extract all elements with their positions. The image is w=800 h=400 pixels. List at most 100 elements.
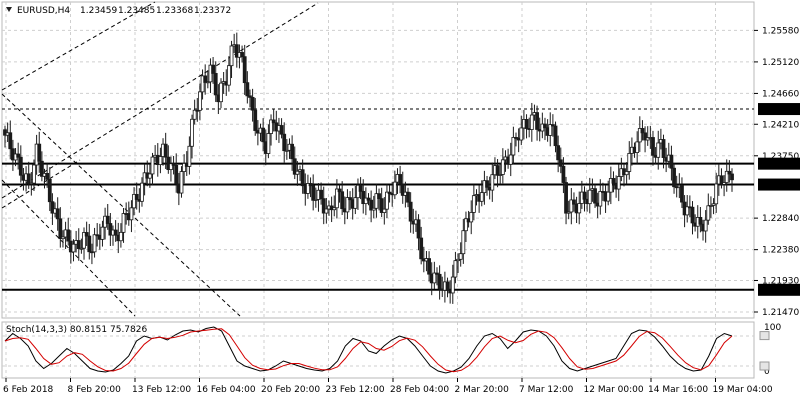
candle-body: [490, 174, 495, 191]
candle-body: [593, 188, 597, 204]
candle-body: [456, 258, 460, 262]
candle-body: [582, 191, 587, 200]
time-tick-label: 2 Mar 20:00: [455, 385, 510, 395]
candle-body: [656, 142, 661, 158]
candle-body: [100, 226, 105, 240]
candle-body: [71, 243, 76, 253]
descending-line-1: [1, 93, 241, 317]
candle-body: [730, 173, 734, 181]
candle-body: [248, 95, 252, 98]
candle-body: [651, 137, 655, 156]
candle-body: [18, 156, 23, 176]
candle-body: [564, 182, 568, 214]
stochastic-main-line: [4, 326, 733, 374]
price-tick-label: 1.21930: [762, 276, 799, 286]
low-value: 1.23368: [156, 6, 193, 16]
candle-body: [377, 193, 381, 200]
stoch-lower-marker: [759, 361, 770, 371]
candle-body: [511, 137, 516, 156]
candle-body: [163, 143, 168, 158]
candle-body: [226, 65, 231, 86]
candle-body: [26, 173, 31, 184]
candle-body: [643, 132, 647, 141]
candle-body: [703, 219, 708, 232]
candle-body: [461, 230, 466, 255]
candle-body: [82, 232, 86, 249]
candle-body: [313, 199, 318, 201]
candle-body: [637, 128, 642, 143]
candle-body: [556, 145, 561, 161]
stochastic-label: Stoch(14,3,3) 80.8151 75.7826: [6, 325, 147, 335]
price-tick-label: 1.25580: [762, 26, 799, 36]
candle-body: [635, 141, 640, 153]
candle-body: [229, 45, 234, 67]
chevron-down-icon[interactable]: [6, 7, 12, 12]
candle-body: [587, 189, 592, 205]
descending-line-2: [1, 179, 136, 317]
candle-body: [453, 260, 458, 278]
candle-body: [569, 199, 574, 213]
candle-body: [190, 118, 194, 147]
candle-body: [661, 139, 666, 158]
candle-body: [432, 272, 437, 284]
candle-body: [187, 145, 192, 167]
candle-body: [182, 163, 187, 172]
level-tag-label: 1.23635: [761, 160, 798, 170]
candle-body: [321, 198, 326, 214]
candle-body: [382, 208, 387, 213]
candle-body: [640, 128, 645, 134]
open-value: 1.23459: [80, 6, 117, 16]
candle-body: [611, 178, 616, 184]
candle-body: [32, 164, 36, 184]
candle-body: [271, 119, 276, 124]
candle-body: [84, 232, 89, 237]
candle-body: [406, 191, 410, 203]
candle-body: [61, 236, 65, 240]
candle-body: [134, 193, 139, 200]
price-tick-label: 1.21470: [762, 308, 799, 318]
candle-body: [416, 219, 421, 239]
price-tick-label: 1.24210: [762, 120, 799, 130]
candle-body: [458, 253, 463, 260]
candle-body: [369, 199, 374, 211]
high-value: 1.23485: [118, 6, 155, 16]
price-tick-label: 1.25120: [762, 58, 799, 68]
candle-body: [308, 183, 313, 187]
candle-body: [242, 56, 247, 84]
candle-body: [171, 163, 176, 166]
candle-body: [47, 178, 52, 203]
descending-guides: [1, 93, 241, 317]
candle-body: [714, 183, 719, 205]
level-tag-label: 1.21794: [761, 286, 798, 296]
price-tick-label: 1.22840: [762, 214, 799, 224]
candle-body: [105, 215, 110, 224]
candle-body: [464, 218, 468, 232]
candle-body: [408, 201, 413, 222]
candle-body: [508, 154, 513, 165]
candle-body: [358, 184, 363, 192]
candle-body: [118, 231, 123, 242]
candle-body: [179, 171, 184, 194]
candle-body: [129, 207, 134, 221]
candle-body: [245, 82, 250, 97]
candle-body: [29, 182, 34, 185]
candle-body: [561, 165, 566, 183]
stochastic-axis: 100 0: [759, 323, 781, 377]
candle-body: [719, 175, 724, 185]
candle-body: [471, 195, 476, 213]
time-tick-label: 16 Feb 04:00: [197, 385, 256, 395]
level-tag: [758, 157, 800, 170]
candle-body: [577, 203, 582, 214]
channel-upper-line: [1, 1, 156, 91]
candle-body: [524, 119, 529, 129]
candle-body: [485, 180, 489, 188]
candle-body: [132, 193, 136, 209]
candle-body: [79, 247, 84, 250]
candle-body: [450, 276, 455, 294]
candle-body: [553, 125, 558, 147]
candle-body: [203, 75, 208, 83]
candle-body: [140, 182, 144, 202]
candle-body: [387, 191, 392, 194]
candle-body: [495, 165, 500, 176]
